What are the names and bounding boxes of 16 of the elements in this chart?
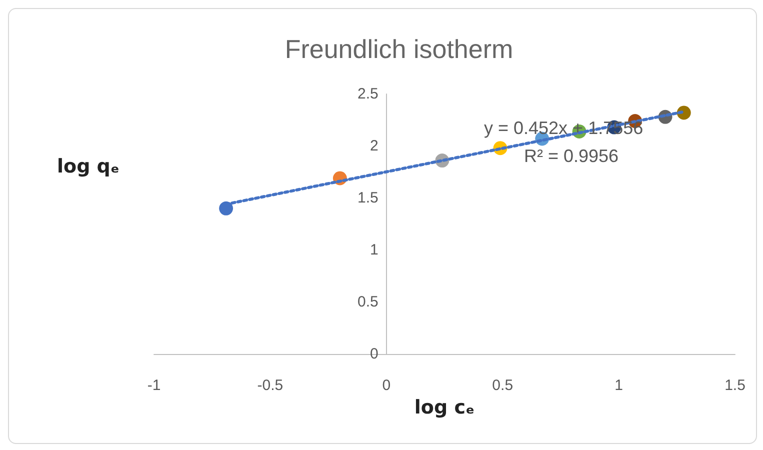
- y-tick-label: 2: [370, 138, 378, 154]
- y-tick-label: 0: [370, 346, 378, 362]
- x-tick-label: 0: [382, 377, 391, 394]
- x-tick-label: 1: [614, 377, 623, 394]
- x-tick-label: 1.5: [724, 377, 746, 394]
- y-tick-label: 0.5: [358, 294, 378, 310]
- annotation: R² = 0.9956: [524, 146, 619, 166]
- x-tick-label: -0.5: [257, 377, 284, 394]
- x-tick-label: -1: [147, 377, 161, 394]
- y-tick-label: 1.5: [358, 190, 378, 206]
- x-axis-title: log cₑ: [414, 396, 475, 418]
- chart-title: Freundlich isotherm: [284, 34, 514, 64]
- y-tick-label: 2.5: [358, 86, 378, 102]
- y-axis-title: log qₑ: [57, 156, 120, 178]
- y-tick-label: 1: [370, 242, 378, 258]
- x-tick-label: 0.5: [492, 377, 514, 394]
